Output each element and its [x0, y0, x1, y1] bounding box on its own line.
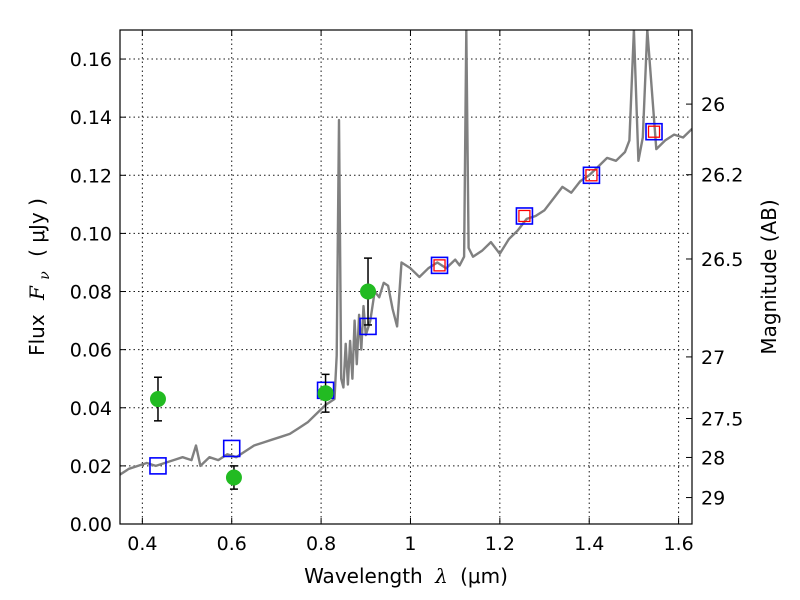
- model-photometry-inner-square: [433, 259, 446, 272]
- y2-tick-label: 26.5: [701, 249, 743, 271]
- y-tick-label: 0.08: [70, 282, 112, 304]
- model-photometry-inner-square: [518, 209, 531, 223]
- y2-tick-label: 28: [701, 447, 725, 469]
- x-tick-label: 1.2: [485, 533, 515, 555]
- plot-series-group: [120, 30, 692, 490]
- x-tick-label: 1.6: [663, 533, 693, 555]
- model-photometry-square: [515, 207, 534, 225]
- x-tick-label: 0.8: [306, 533, 336, 555]
- y-axis-title: Flux F ν ( μJy ): [25, 198, 54, 356]
- model-photometry-square: [645, 122, 663, 141]
- model-photometry-square: [149, 457, 167, 475]
- y2-tick-label: 27.5: [701, 409, 743, 431]
- model-photometry-square: [222, 439, 241, 458]
- y-tick-label: 0.06: [70, 340, 112, 362]
- x-tick-label: 1.4: [574, 533, 604, 555]
- observed-photometry-point: [149, 391, 166, 408]
- plot-frame: [119, 29, 693, 525]
- y-tick-label: 0.04: [70, 398, 112, 420]
- model-photometry-square: [582, 166, 601, 185]
- y2-axis-title: Magnitude (AB): [757, 199, 781, 354]
- x-tick-label: 0.6: [217, 533, 247, 555]
- observed-photometry-point: [317, 385, 334, 402]
- observed-photometry-point: [225, 469, 242, 486]
- observed-photometry-point: [360, 283, 377, 300]
- y-tick-label: 0.00: [70, 514, 112, 536]
- y2-tick-label: 26.2: [701, 165, 743, 187]
- y-tick-label: 0.12: [70, 165, 112, 187]
- plot-area: [120, 30, 692, 490]
- x-axis-title: Wavelength λ (μm): [304, 564, 508, 588]
- model-photometry-inner-square: [585, 169, 598, 182]
- y2-tick-label: 26: [701, 94, 725, 116]
- y-tick-label: 0.10: [70, 223, 112, 245]
- model-photometry-square: [430, 256, 449, 275]
- axis-ticks: 0.4 0.6 0.8 1 1.2 1.4 1.6 0.00 0.02 0.04 0.06 0.08 0…: [70, 30, 743, 555]
- y2-tick-label: 29: [701, 488, 725, 510]
- x-tick-label: 1: [404, 533, 416, 555]
- y-tick-label: 0.02: [70, 456, 112, 478]
- y2-tick-label: 27: [701, 347, 725, 369]
- model-photometry-inner-square: [647, 125, 661, 138]
- y-tick-label: 0.14: [70, 107, 112, 129]
- x-tick-label: 0.4: [127, 533, 157, 555]
- grid-lines: [120, 30, 692, 525]
- y-tick-label: 0.16: [70, 49, 112, 71]
